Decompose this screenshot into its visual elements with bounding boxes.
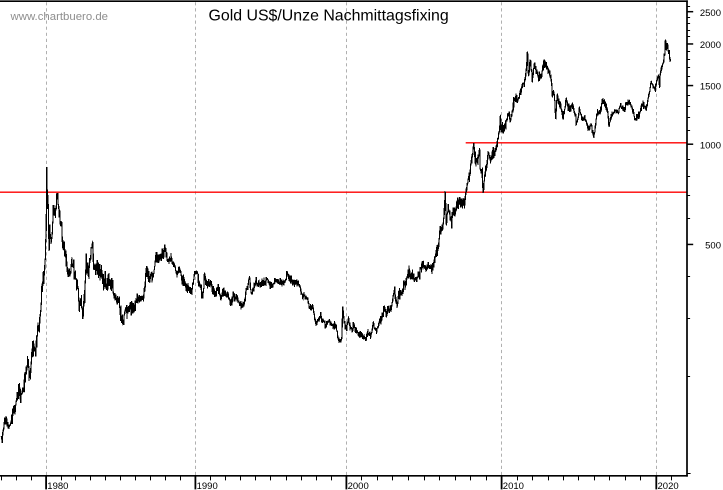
svg-text:2500: 2500 xyxy=(700,8,721,19)
svg-text:Gold US$/Unze Nachmittagsfixin: Gold US$/Unze Nachmittagsfixing xyxy=(209,7,449,24)
svg-text:1990: 1990 xyxy=(197,481,218,490)
svg-text:www.chartbuero.de: www.chartbuero.de xyxy=(10,11,109,23)
svg-text:1980: 1980 xyxy=(47,481,68,490)
svg-text:500: 500 xyxy=(705,241,721,252)
svg-text:1000: 1000 xyxy=(700,140,721,151)
svg-text:2000: 2000 xyxy=(700,40,721,51)
svg-text:1500: 1500 xyxy=(700,82,721,93)
svg-text:2000: 2000 xyxy=(348,481,369,490)
svg-text:2020: 2020 xyxy=(658,481,679,490)
svg-text:2010: 2010 xyxy=(503,481,524,490)
